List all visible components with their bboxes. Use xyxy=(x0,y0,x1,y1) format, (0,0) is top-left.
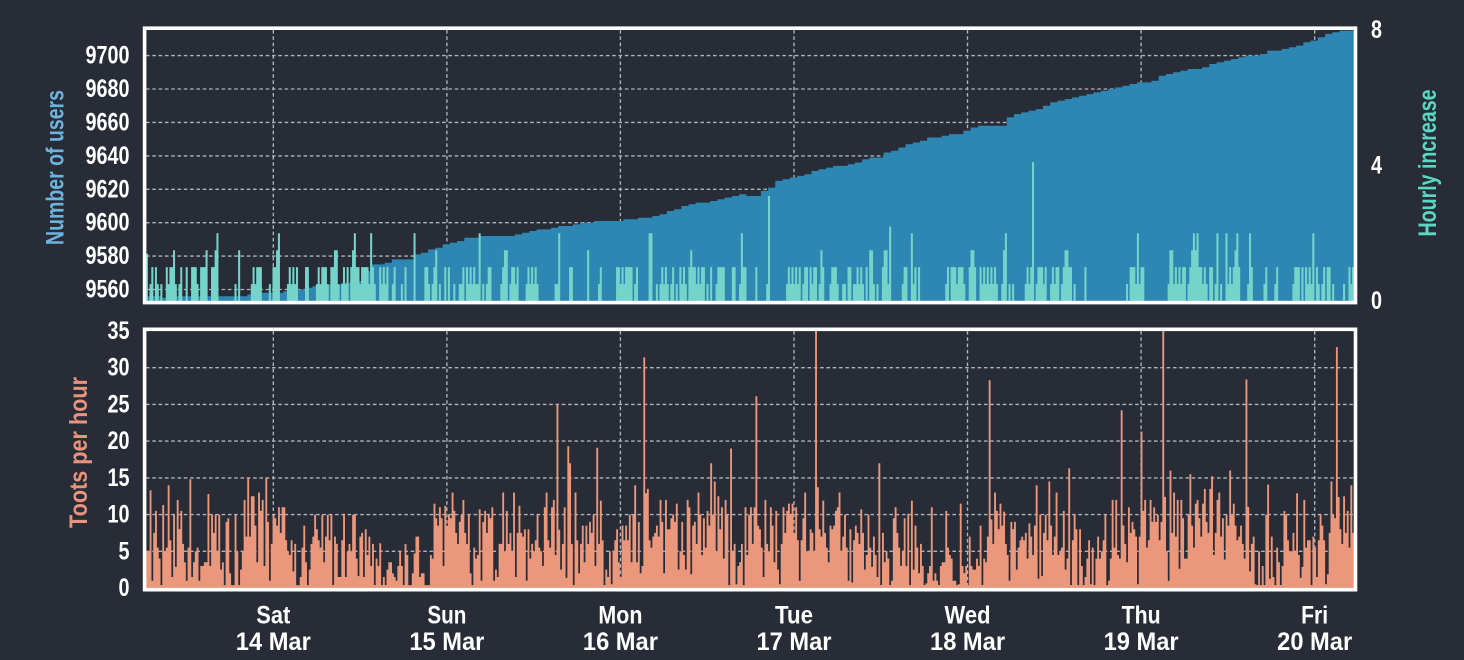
svg-text:4: 4 xyxy=(1371,152,1382,180)
svg-text:9600: 9600 xyxy=(86,209,130,237)
svg-text:15: 15 xyxy=(108,464,130,492)
svg-text:Wed: Wed xyxy=(945,602,991,630)
svg-text:Fri: Fri xyxy=(1301,602,1328,630)
svg-text:9660: 9660 xyxy=(86,108,130,136)
svg-text:10: 10 xyxy=(108,501,130,529)
svg-text:9620: 9620 xyxy=(86,175,130,203)
svg-text:Toots per hour: Toots per hour xyxy=(65,377,93,528)
svg-text:0: 0 xyxy=(119,574,130,602)
svg-text:Hourly increase: Hourly increase xyxy=(1414,89,1442,236)
svg-text:9640: 9640 xyxy=(86,142,130,170)
svg-text:9700: 9700 xyxy=(86,42,130,70)
svg-text:20: 20 xyxy=(108,427,130,455)
svg-text:17 Mar: 17 Mar xyxy=(756,628,831,656)
svg-text:9560: 9560 xyxy=(86,276,130,304)
svg-text:20 Mar: 20 Mar xyxy=(1277,628,1352,656)
svg-text:8: 8 xyxy=(1371,16,1382,44)
svg-text:Sat: Sat xyxy=(256,602,291,630)
svg-text:15 Mar: 15 Mar xyxy=(409,628,484,656)
svg-text:16 Mar: 16 Mar xyxy=(583,628,658,656)
svg-text:25: 25 xyxy=(108,390,130,418)
svg-text:35: 35 xyxy=(108,317,130,345)
svg-text:Thu: Thu xyxy=(1122,602,1161,630)
svg-text:9580: 9580 xyxy=(86,242,130,270)
svg-text:0: 0 xyxy=(1371,287,1382,315)
svg-text:18 Mar: 18 Mar xyxy=(930,628,1005,656)
svg-text:19 Mar: 19 Mar xyxy=(1104,628,1179,656)
svg-text:30: 30 xyxy=(108,354,130,382)
svg-text:Mon: Mon xyxy=(598,602,642,630)
svg-text:Tue: Tue xyxy=(775,602,813,630)
svg-text:14 Mar: 14 Mar xyxy=(236,628,311,656)
svg-text:Number of users: Number of users xyxy=(41,90,69,245)
svg-text:5: 5 xyxy=(119,537,130,565)
svg-text:9680: 9680 xyxy=(86,75,130,103)
svg-text:Sun: Sun xyxy=(427,602,466,630)
